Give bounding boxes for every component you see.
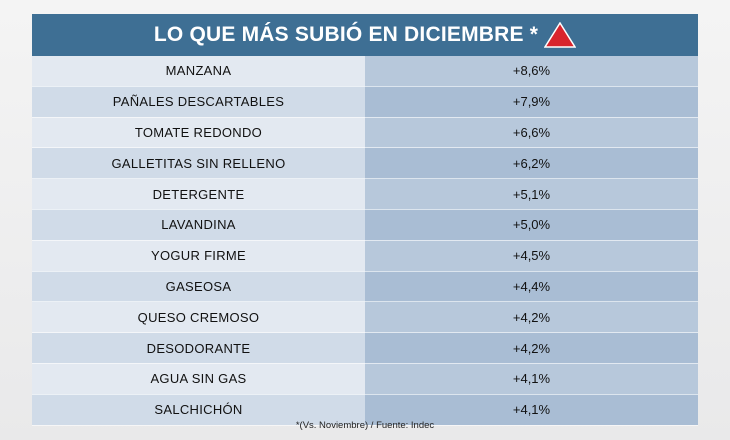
table-header: LO QUE MÁS SUBIÓ EN DICIEMBRE *: [32, 14, 698, 56]
item-name-cell: DESODORANTE: [32, 332, 365, 364]
item-name-cell: MANZANA: [32, 56, 365, 87]
item-name-cell: TOMATE REDONDO: [32, 117, 365, 149]
item-name-cell: PAÑALES DESCARTABLES: [32, 86, 365, 118]
change-value-cell: +8,6%: [365, 56, 698, 87]
table-row: DESODORANTE +4,2%: [32, 332, 698, 364]
table-row: LAVANDINA +5,0%: [32, 209, 698, 241]
change-value-cell: +7,9%: [365, 86, 698, 118]
change-value-cell: +4,1%: [365, 363, 698, 395]
item-name-cell: SALCHICHÓN: [32, 394, 365, 426]
item-name-cell: LAVANDINA: [32, 209, 365, 241]
footnote: *(Vs. Noviembre) / Fuente: Indec: [295, 420, 435, 431]
change-value-cell: +5,0%: [365, 209, 698, 241]
price-increase-table-card: LO QUE MÁS SUBIÓ EN DICIEMBRE * MANZANA +…: [32, 14, 698, 426]
table-row: SALCHICHÓN +4,1%: [32, 394, 698, 426]
table-title: LO QUE MÁS SUBIÓ EN DICIEMBRE *: [153, 23, 539, 46]
item-name-cell: AGUA SIN GAS: [32, 363, 365, 395]
table-row: MANZANA +8,6%: [32, 56, 698, 87]
table-row: QUESO CREMOSO +4,2%: [32, 301, 698, 334]
table-row: TOMATE REDONDO +6,6%: [32, 117, 698, 149]
table-row: YOGUR FIRME +4,5%: [32, 240, 698, 272]
table-row: AGUA SIN GAS +4,1%: [32, 363, 698, 395]
change-value-cell: +5,1%: [365, 178, 698, 210]
change-value-cell: +4,4%: [365, 271, 698, 303]
table-row: PAÑALES DESCARTABLES +7,9%: [32, 86, 698, 118]
item-name-cell: QUESO CREMOSO: [32, 301, 365, 334]
data-table: MANZANA +8,6% PAÑALES DESCARTABLES +7,9% TOM…: [32, 56, 698, 426]
item-name-cell: YOGUR FIRME: [32, 240, 365, 272]
table-row: GASEOSA +4,4%: [32, 271, 698, 303]
change-value-cell: +4,5%: [365, 240, 698, 272]
table-row: DETERGENTE +5,1%: [32, 178, 698, 210]
item-name-cell: GASEOSA: [32, 271, 365, 303]
item-name-cell: GALLETITAS SIN RELLENO: [32, 147, 365, 180]
change-value-cell: +4,2%: [365, 332, 698, 364]
table-row: GALLETITAS SIN RELLENO +6,2%: [32, 147, 698, 180]
change-value-cell: +6,6%: [365, 117, 698, 149]
item-name-cell: DETERGENTE: [32, 178, 365, 210]
up-triangle-icon: [544, 22, 577, 48]
change-value-cell: +6,2%: [365, 147, 698, 180]
change-value-cell: +4,2%: [365, 301, 698, 334]
change-value-cell: +4,1%: [365, 394, 698, 426]
